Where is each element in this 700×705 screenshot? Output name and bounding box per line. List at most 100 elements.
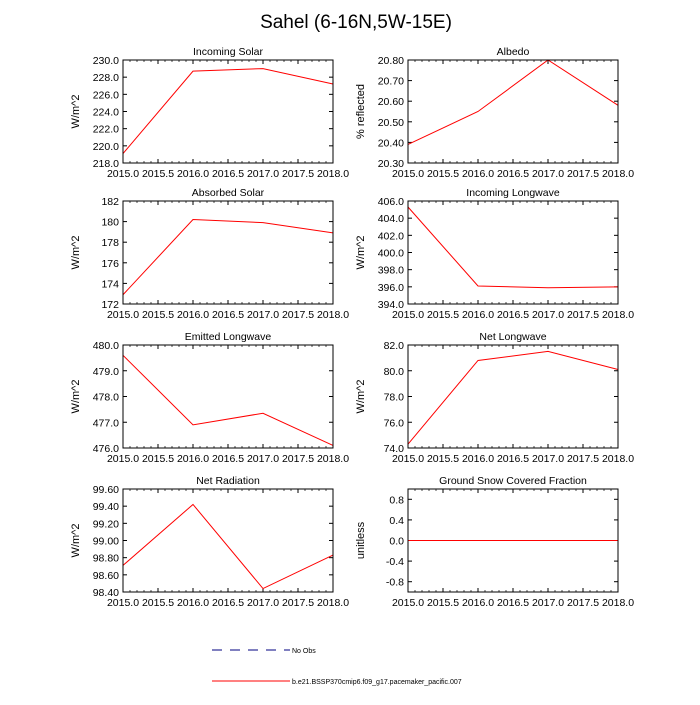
y-tick-label: 479.0 <box>93 366 119 378</box>
x-tick-label: 2015.0 <box>392 597 424 609</box>
plot-frame <box>123 60 333 163</box>
y-axis-label: % reflected <box>355 84 367 139</box>
series-line <box>123 69 333 154</box>
y-tick-label: -0.4 <box>386 556 404 568</box>
y-tick-label: 99.00 <box>93 536 119 548</box>
y-tick-label: 98.40 <box>93 587 119 599</box>
y-axis-label: W/m^2 <box>355 236 367 270</box>
y-tick-label: 222.0 <box>93 124 119 136</box>
panel-title: Net Longwave <box>479 331 546 343</box>
legend: No Obs b.e21.BSSP370cmip6.f09_g17.pacema… <box>212 648 462 686</box>
x-tick-label: 2017.5 <box>567 597 599 609</box>
panel-title: Net Radiation <box>196 475 260 487</box>
x-tick-label: 2015.5 <box>427 597 459 609</box>
y-tick-label: 99.20 <box>93 518 119 530</box>
y-tick-label: 224.0 <box>93 107 119 119</box>
y-tick-label: 228.0 <box>93 72 119 84</box>
y-tick-label: 476.0 <box>93 443 119 455</box>
series-line <box>123 504 333 588</box>
plot-frame <box>408 201 618 304</box>
y-axis-label: W/m^2 <box>70 380 82 414</box>
x-tick-label: 2017.0 <box>532 453 564 465</box>
y-axis-label: unitless <box>355 521 367 559</box>
x-tick-label: 2016.0 <box>462 453 494 465</box>
x-tick-label: 2016.0 <box>177 597 209 609</box>
x-tick-label: 2016.0 <box>462 168 494 180</box>
x-tick-label: 2018.0 <box>602 453 634 465</box>
x-tick-label: 2017.0 <box>532 309 564 321</box>
x-tick-label: 2016.5 <box>212 168 244 180</box>
y-axis-label: W/m^2 <box>355 380 367 414</box>
legend-model-label: b.e21.BSSP370cmip6.f09_g17.pacemaker_pac… <box>292 679 462 686</box>
x-tick-label: 2018.0 <box>317 453 349 465</box>
y-tick-label: 404.0 <box>378 213 404 225</box>
x-tick-label: 2016.0 <box>462 597 494 609</box>
y-tick-label: 80.0 <box>384 366 405 378</box>
x-tick-label: 2017.0 <box>532 597 564 609</box>
y-tick-label: 226.0 <box>93 89 119 101</box>
x-tick-label: 2015.5 <box>427 453 459 465</box>
x-tick-label: 2017.5 <box>567 453 599 465</box>
y-tick-label: 20.60 <box>378 96 404 108</box>
x-tick-label: 2018.0 <box>317 168 349 180</box>
y-tick-label: 478.0 <box>93 392 119 404</box>
y-axis-label: W/m^2 <box>70 524 82 558</box>
y-tick-label: 174 <box>101 278 119 290</box>
y-tick-label: 402.0 <box>378 230 404 242</box>
y-tick-label: 400.0 <box>378 248 404 260</box>
x-tick-label: 2015.5 <box>427 168 459 180</box>
x-tick-label: 2018.0 <box>602 168 634 180</box>
y-tick-label: 76.0 <box>384 417 405 429</box>
series-line <box>408 207 618 288</box>
y-tick-label: 178 <box>101 237 119 249</box>
y-tick-label: 218.0 <box>93 158 119 170</box>
chart-panel-8: Ground Snow Covered Fractionunitless2015… <box>355 475 634 609</box>
y-tick-label: 82.0 <box>384 340 405 352</box>
x-tick-label: 2017.0 <box>532 168 564 180</box>
x-tick-label: 2016.5 <box>497 168 529 180</box>
x-tick-label: 2017.5 <box>282 168 314 180</box>
y-tick-label: 396.0 <box>378 282 404 294</box>
y-tick-label: 220.0 <box>93 141 119 153</box>
y-tick-label: 20.30 <box>378 158 404 170</box>
x-tick-label: 2015.5 <box>142 168 174 180</box>
x-tick-label: 2016.5 <box>212 597 244 609</box>
x-tick-label: 2017.5 <box>282 597 314 609</box>
y-tick-label: 172 <box>101 299 119 311</box>
x-tick-label: 2016.0 <box>177 168 209 180</box>
x-tick-label: 2017.5 <box>567 168 599 180</box>
y-tick-label: 20.50 <box>378 117 404 129</box>
legend-obs-label: No Obs <box>292 648 316 655</box>
y-tick-label: 20.40 <box>378 137 404 149</box>
x-tick-label: 2016.5 <box>497 453 529 465</box>
panel-title: Absorbed Solar <box>192 187 265 199</box>
series-line <box>408 60 618 144</box>
x-tick-label: 2017.5 <box>567 309 599 321</box>
x-tick-label: 2018.0 <box>317 597 349 609</box>
plot-frame <box>408 60 618 163</box>
x-tick-label: 2016.0 <box>177 309 209 321</box>
y-tick-label: 176 <box>101 258 119 270</box>
series-line <box>123 220 333 295</box>
x-tick-label: 2015.5 <box>142 453 174 465</box>
x-tick-label: 2017.0 <box>247 597 279 609</box>
figure-title: Sahel (6-16N,5W-15E) <box>260 12 452 33</box>
plot-frame <box>123 345 333 448</box>
panel-title: Incoming Longwave <box>466 187 560 199</box>
x-tick-label: 2018.0 <box>602 309 634 321</box>
y-tick-label: 78.0 <box>384 392 405 404</box>
panel-title: Incoming Solar <box>193 46 264 58</box>
y-tick-label: -0.8 <box>386 577 404 589</box>
y-tick-label: 20.80 <box>378 55 404 67</box>
x-tick-label: 2016.5 <box>497 309 529 321</box>
x-tick-label: 2017.0 <box>247 168 279 180</box>
panel-title: Albedo <box>497 46 530 58</box>
